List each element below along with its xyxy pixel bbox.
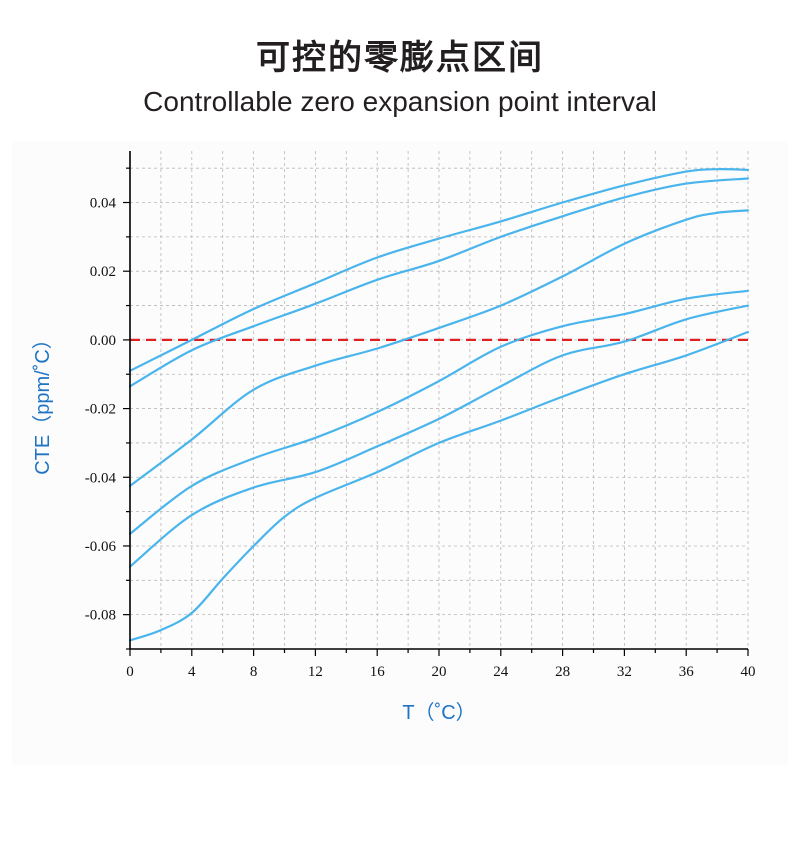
series-line-5 (128, 304, 750, 568)
x-tick-label: 40 (741, 664, 756, 680)
axes-layer (123, 151, 749, 656)
chart-title-chinese: 可控的零膨点区间 (256, 38, 544, 78)
series-line-3 (128, 209, 750, 487)
x-tick-label: 4 (188, 664, 196, 680)
y-tick-label: 0.00 (90, 333, 116, 349)
x-tick-label: 0 (126, 664, 134, 680)
series-line-4 (128, 289, 750, 535)
y-tick-labels: -0.08 -0.06 -0.04 -0.02 0.00 0.02 0.04 (85, 196, 117, 624)
x-tick-label: 28 (555, 664, 570, 680)
x-tick-label: 20 (432, 664, 447, 680)
x-axis-title: T（˚C） (402, 701, 475, 724)
series-line-6 (128, 330, 750, 642)
x-tick-labels: 0 4 8 12 16 20 24 28 32 36 40 (126, 664, 755, 680)
x-tick-label: 8 (250, 664, 258, 680)
series-layer (128, 168, 750, 642)
x-tick-label: 12 (308, 664, 323, 680)
x-tick-label: 24 (493, 664, 509, 680)
y-tick-label: 0.02 (90, 264, 116, 280)
chart-title-english: Controllable zero expansion point interv… (143, 86, 657, 117)
y-tick-label: -0.04 (85, 470, 117, 486)
y-tick-label: 0.04 (90, 196, 117, 212)
x-tick-label: 32 (617, 664, 632, 680)
grid-lines (130, 151, 749, 650)
series-line-1 (128, 168, 750, 372)
y-tick-label: -0.02 (85, 402, 116, 418)
y-axis-title: CTE（ppm/˚C） (31, 329, 54, 475)
x-tick-label: 36 (679, 664, 695, 680)
series-line-2 (128, 177, 750, 388)
y-tick-label: -0.06 (85, 539, 117, 555)
chart-panel-background (12, 142, 788, 766)
x-tick-label: 16 (370, 664, 386, 680)
y-tick-label: -0.08 (85, 608, 116, 624)
